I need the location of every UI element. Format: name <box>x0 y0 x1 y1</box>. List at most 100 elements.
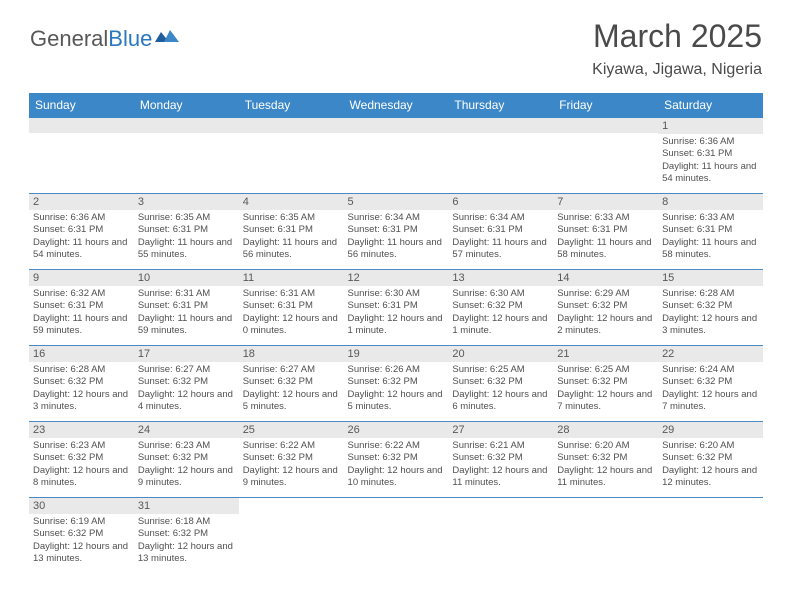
day-info: Sunrise: 6:27 AMSunset: 6:32 PMDaylight:… <box>243 364 340 413</box>
day-info: Sunrise: 6:24 AMSunset: 6:32 PMDaylight:… <box>662 364 759 413</box>
sunset-text: Sunset: 6:32 PM <box>243 376 340 388</box>
sunset-text: Sunset: 6:32 PM <box>348 376 445 388</box>
sunrise-text: Sunrise: 6:25 AM <box>557 364 654 376</box>
calendar-row: 9Sunrise: 6:32 AMSunset: 6:31 PMDaylight… <box>29 270 763 346</box>
day-info: Sunrise: 6:32 AMSunset: 6:31 PMDaylight:… <box>33 288 130 337</box>
day-info: Sunrise: 6:35 AMSunset: 6:31 PMDaylight:… <box>243 212 340 261</box>
sunrise-text: Sunrise: 6:30 AM <box>452 288 549 300</box>
day-number: 30 <box>29 498 134 514</box>
weekday-header: Sunday <box>29 93 134 118</box>
day-info: Sunrise: 6:34 AMSunset: 6:31 PMDaylight:… <box>348 212 445 261</box>
calendar-cell: 18 Sunrise: 6:27 AMSunset: 6:32 PMDayligh… <box>239 346 344 422</box>
daylight-text: Daylight: 12 hours and 5 minutes. <box>348 389 445 414</box>
month-title: March 2025 <box>592 18 762 55</box>
sunrise-text: Sunrise: 6:29 AM <box>557 288 654 300</box>
sunset-text: Sunset: 6:31 PM <box>348 300 445 312</box>
daylight-text: Daylight: 12 hours and 2 minutes. <box>557 313 654 338</box>
day-number: 2 <box>29 194 134 210</box>
sunrise-text: Sunrise: 6:26 AM <box>348 364 445 376</box>
calendar-cell: 4 Sunrise: 6:35 AMSunset: 6:31 PMDaylight… <box>239 194 344 270</box>
day-info: Sunrise: 6:23 AMSunset: 6:32 PMDaylight:… <box>138 440 235 489</box>
sunset-text: Sunset: 6:31 PM <box>243 300 340 312</box>
day-info: Sunrise: 6:36 AMSunset: 6:31 PMDaylight:… <box>33 212 130 261</box>
daylight-text: Daylight: 12 hours and 1 minute. <box>348 313 445 338</box>
daylight-text: Daylight: 11 hours and 54 minutes. <box>662 161 759 186</box>
sunrise-text: Sunrise: 6:22 AM <box>348 440 445 452</box>
sunset-text: Sunset: 6:31 PM <box>138 300 235 312</box>
location-label: Kiyawa, Jigawa, Nigeria <box>592 61 762 79</box>
sunset-text: Sunset: 6:32 PM <box>348 452 445 464</box>
calendar-cell: 5Sunrise: 6:34 AMSunset: 6:31 PMDaylight… <box>344 194 449 270</box>
sunset-text: Sunset: 6:31 PM <box>138 224 235 236</box>
calendar-cell: 29Sunrise: 6:20 AMSunset: 6:32 PMDayligh… <box>658 422 763 498</box>
sunrise-text: Sunrise: 6:28 AM <box>33 364 130 376</box>
sunset-text: Sunset: 6:32 PM <box>33 528 130 540</box>
calendar-cell: 7 Sunrise: 6:33 AMSunset: 6:31 PMDaylight… <box>553 194 658 270</box>
calendar-cell <box>658 498 763 574</box>
calendar-cell: 31Sunrise: 6:18 AMSunset: 6:32 PMDayligh… <box>134 498 239 574</box>
day-number: 3 <box>134 194 239 210</box>
day-info: Sunrise: 6:30 AMSunset: 6:31 PMDaylight:… <box>348 288 445 337</box>
daylight-text: Daylight: 12 hours and 11 minutes. <box>557 465 654 490</box>
calendar-row: 2 Sunrise: 6:36 AMSunset: 6:31 PMDaylight… <box>29 194 763 270</box>
day-number: 18 <box>239 346 344 362</box>
calendar-cell <box>553 498 658 574</box>
daylight-text: Daylight: 12 hours and 8 minutes. <box>33 465 130 490</box>
sunrise-text: Sunrise: 6:27 AM <box>138 364 235 376</box>
weekday-header: Monday <box>134 93 239 118</box>
day-info: Sunrise: 6:28 AMSunset: 6:32 PMDaylight:… <box>33 364 130 413</box>
sunset-text: Sunset: 6:32 PM <box>33 452 130 464</box>
day-number: 7 <box>553 194 658 210</box>
title-block: March 2025 Kiyawa, Jigawa, Nigeria <box>592 18 762 79</box>
calendar-row: 30 Sunrise: 6:19 AMSunset: 6:32 PMDayligh… <box>29 498 763 574</box>
sunrise-text: Sunrise: 6:25 AM <box>452 364 549 376</box>
daylight-text: Daylight: 12 hours and 9 minutes. <box>243 465 340 490</box>
flag-icon <box>155 26 179 52</box>
sunset-text: Sunset: 6:32 PM <box>662 376 759 388</box>
sunrise-text: Sunrise: 6:21 AM <box>452 440 549 452</box>
day-number: 6 <box>448 194 553 210</box>
sunrise-text: Sunrise: 6:27 AM <box>243 364 340 376</box>
day-number: 24 <box>134 422 239 438</box>
sunrise-text: Sunrise: 6:35 AM <box>138 212 235 224</box>
sunrise-text: Sunrise: 6:33 AM <box>557 212 654 224</box>
calendar-cell: 23Sunrise: 6:23 AMSunset: 6:32 PMDayligh… <box>29 422 134 498</box>
sunset-text: Sunset: 6:31 PM <box>243 224 340 236</box>
calendar-cell: 27Sunrise: 6:21 AMSunset: 6:32 PMDayligh… <box>448 422 553 498</box>
weekday-header: Thursday <box>448 93 553 118</box>
calendar-cell: 12 Sunrise: 6:30 AMSunset: 6:31 PMDayligh… <box>344 270 449 346</box>
day-info: Sunrise: 6:19 AMSunset: 6:32 PMDaylight:… <box>33 516 130 565</box>
day-number: 8 <box>658 194 763 210</box>
sunset-text: Sunset: 6:32 PM <box>33 376 130 388</box>
sunrise-text: Sunrise: 6:30 AM <box>348 288 445 300</box>
calendar-cell: 17Sunrise: 6:27 AMSunset: 6:32 PMDayligh… <box>134 346 239 422</box>
sunrise-text: Sunrise: 6:33 AM <box>662 212 759 224</box>
calendar-cell: 3 Sunrise: 6:35 AMSunset: 6:31 PMDaylight… <box>134 194 239 270</box>
day-number: 29 <box>658 422 763 438</box>
day-info: Sunrise: 6:33 AMSunset: 6:31 PMDaylight:… <box>557 212 654 261</box>
day-info: Sunrise: 6:33 AMSunset: 6:31 PMDaylight:… <box>662 212 759 261</box>
calendar-cell: 25Sunrise: 6:22 AMSunset: 6:32 PMDayligh… <box>239 422 344 498</box>
day-number: 23 <box>29 422 134 438</box>
day-number: 4 <box>239 194 344 210</box>
day-info: Sunrise: 6:30 AMSunset: 6:32 PMDaylight:… <box>452 288 549 337</box>
sunrise-text: Sunrise: 6:34 AM <box>348 212 445 224</box>
day-info: Sunrise: 6:31 AMSunset: 6:31 PMDaylight:… <box>138 288 235 337</box>
calendar-cell: 9Sunrise: 6:32 AMSunset: 6:31 PMDaylight… <box>29 270 134 346</box>
day-info: Sunrise: 6:31 AMSunset: 6:31 PMDaylight:… <box>243 288 340 337</box>
sunrise-text: Sunrise: 6:18 AM <box>138 516 235 528</box>
calendar-cell <box>29 118 134 194</box>
day-info: Sunrise: 6:25 AMSunset: 6:32 PMDaylight:… <box>557 364 654 413</box>
calendar-cell: 19 Sunrise: 6:26 AMSunset: 6:32 PMDayligh… <box>344 346 449 422</box>
day-info: Sunrise: 6:22 AMSunset: 6:32 PMDaylight:… <box>243 440 340 489</box>
day-number: 19 <box>344 346 449 362</box>
sunset-text: Sunset: 6:32 PM <box>243 452 340 464</box>
day-info: Sunrise: 6:35 AMSunset: 6:31 PMDaylight:… <box>138 212 235 261</box>
day-number: 12 <box>344 270 449 286</box>
day-number: 26 <box>344 422 449 438</box>
sunrise-text: Sunrise: 6:24 AM <box>662 364 759 376</box>
calendar-cell: 1Sunrise: 6:36 AMSunset: 6:31 PMDaylight… <box>658 118 763 194</box>
calendar-cell: 26Sunrise: 6:22 AMSunset: 6:32 PMDayligh… <box>344 422 449 498</box>
sunrise-text: Sunrise: 6:20 AM <box>662 440 759 452</box>
sunrise-text: Sunrise: 6:22 AM <box>243 440 340 452</box>
